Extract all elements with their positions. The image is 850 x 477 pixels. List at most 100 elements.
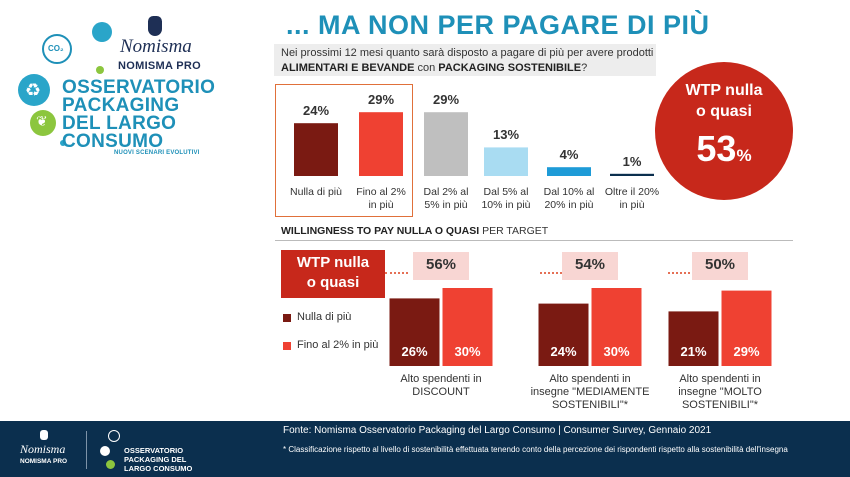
legend-swatch	[283, 314, 291, 322]
observatory-logo: CO₂ ♻ ❦ Nomisma NOMISMA PRO OSSERVATORIO…	[0, 0, 270, 170]
target-label: Alto spendenti in insegne "MOLTO SOSTENIBI…	[656, 373, 784, 412]
logo-title-line: DEL LARGO	[62, 113, 177, 134]
bar-value-label: 29%	[432, 92, 460, 108]
category-label: Fino al 2% in più	[347, 186, 415, 212]
bar-value-label: 4%	[559, 147, 579, 163]
question-bold-part: ALIMENTARI E BEVANDE	[281, 62, 415, 74]
question-text-part: ?	[581, 62, 588, 74]
target-label-line: SOSTENIBILI"*	[681, 399, 759, 411]
target-label-line: SOSTENIBILI"*	[551, 399, 629, 411]
logo-title-line: PACKAGING	[62, 95, 180, 116]
logo-title-line: CONSUMO	[62, 131, 164, 152]
category-label: Nulla di più	[282, 186, 350, 199]
bar	[610, 173, 654, 176]
wtp-target-box	[281, 250, 385, 298]
target-label: Alto spendenti in insegne "MEDIAMENTE SOST…	[526, 373, 654, 412]
co2-bubble-label: CO₂	[48, 44, 64, 53]
leaf-hand-icon	[30, 110, 56, 136]
wtp-summary-label-line: o quasi	[695, 103, 752, 120]
category-label-line: Fino al 2%	[356, 186, 406, 198]
section-heading-bold: WILLINGNESS TO PAY NULLA O QUASI	[281, 225, 480, 237]
bar-value-label: 26%	[401, 344, 428, 359]
category-label-line: 10% in più	[481, 199, 531, 211]
section-divider	[275, 240, 793, 241]
wtp-summary-label-line: WTP nulla	[685, 82, 763, 99]
target-total-value: 56%	[425, 256, 457, 273]
footer-logo-line: LARGO CONSUMO	[124, 464, 193, 473]
category-label: Dal 10% al 20% in più	[535, 186, 603, 212]
bar-value-label: 1%	[622, 153, 642, 169]
target-total-value: 50%	[704, 256, 736, 273]
target-total-value: 54%	[574, 256, 606, 273]
category-label: Oltre il 20% in più	[598, 186, 666, 212]
category-label-line: Oltre il 20%	[604, 186, 660, 198]
question-text-part: con	[414, 62, 439, 74]
bar-value-label: 30%	[603, 344, 630, 359]
wtp-summary-number: 53	[696, 128, 737, 169]
dot-icon	[96, 66, 104, 74]
bar-value-label: 21%	[680, 344, 707, 359]
footer-divider	[86, 431, 87, 469]
legend-label: Fino al 2% in più	[297, 339, 379, 351]
category-label-line: 20% in più	[544, 199, 594, 211]
bar	[484, 147, 528, 176]
category-label: Dal 5% al 10% in più	[472, 186, 540, 212]
bar-value-label: 29%	[733, 344, 760, 359]
target-label-line: Alto spendenti in	[400, 373, 482, 385]
source-note: Fonte: Nomisma Osservatorio Packaging de…	[283, 425, 712, 436]
recycle-icon	[18, 74, 50, 106]
bar-value-label: 24%	[550, 344, 577, 359]
target-label-line: Alto spendenti in	[549, 373, 631, 385]
co2-bubble-icon	[42, 34, 72, 64]
question-background	[274, 44, 656, 76]
leaf-bubble-icon	[92, 22, 112, 42]
wtp-target-label-line: o quasi	[306, 274, 360, 291]
footer-logo-line: OSSERVATORIO	[124, 446, 184, 455]
section-heading-rest: PER TARGET	[479, 225, 549, 237]
category-label-line: Dal 5% al	[483, 186, 529, 198]
wtp-summary-unit: %	[736, 146, 752, 165]
leaf-glyph: ❦	[36, 113, 48, 129]
target-label-line: DISCOUNT	[412, 386, 470, 398]
recycle-glyph: ♻	[25, 80, 42, 100]
footnote: * Classificazione rispetto al livello di…	[283, 445, 788, 454]
crest-icon	[148, 16, 162, 36]
target-label-line: Alto spendenti in	[679, 373, 761, 385]
target-total-pill	[562, 252, 618, 280]
survey-question: Nei prossimi 12 mesi quanto sarà dispost…	[281, 46, 661, 76]
brand-subtitle: NOMISMA PRO	[118, 60, 201, 72]
bar-value-label: 29%	[367, 92, 395, 108]
bar	[424, 112, 468, 176]
brand-name: Nomisma	[120, 36, 192, 57]
footer-brand-name: Nomisma	[20, 442, 66, 456]
target-label-line: insegne "MOLTO	[678, 386, 762, 398]
wtp-target-label-line: WTP nulla	[296, 254, 370, 271]
footer-leaf-icon	[106, 460, 115, 469]
target-total-pill	[413, 252, 469, 280]
legend-label: Nulla di più	[297, 311, 352, 323]
target-label: Alto spendenti in DISCOUNT	[377, 373, 505, 399]
footer-co2-bubble-icon	[108, 430, 120, 442]
wtp-summary-value: 53%	[655, 128, 793, 170]
logo-title-line: OSSERVATORIO	[62, 77, 216, 98]
footer-crest-icon	[40, 430, 48, 440]
category-label-line: Nulla di più	[290, 186, 342, 198]
wtp-target-label: WTP nulla o quasi	[281, 253, 385, 293]
dotted-connector	[540, 272, 566, 274]
bar-value-label: 24%	[302, 103, 330, 119]
category-label-line: Dal 2% al	[423, 186, 469, 198]
section-heading: WILLINGNESS TO PAY NULLA O QUASI PER TAR…	[281, 225, 548, 237]
dotted-connector	[668, 272, 694, 274]
question-bold-part: PACKAGING SOSTENIBILE	[438, 62, 582, 74]
wtp-summary-label: WTP nulla o quasi	[655, 80, 793, 122]
wtp-summary-circle	[655, 62, 793, 200]
target-total-pill	[692, 252, 748, 280]
dotted-connector	[385, 272, 408, 274]
legend-swatch	[283, 342, 291, 350]
category-label-line: in più	[619, 199, 645, 211]
dot-icon	[60, 140, 66, 146]
question-text-part: Nei prossimi 12 mesi quanto sarà dispost…	[281, 47, 654, 59]
footer-bar	[0, 421, 850, 477]
footer-logo-line: PACKAGING DEL	[124, 455, 187, 464]
category-label-line: in più	[368, 199, 394, 211]
